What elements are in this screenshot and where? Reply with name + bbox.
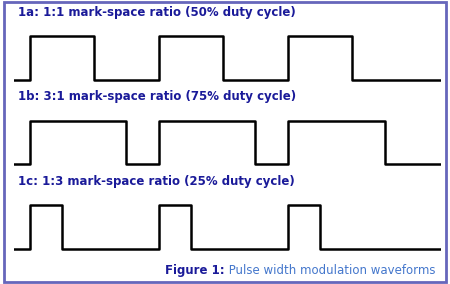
Text: Pulse width modulation waveforms: Pulse width modulation waveforms [225, 264, 436, 277]
Text: Figure 1:: Figure 1: [166, 264, 225, 277]
Text: 1b: 3:1 mark-space ratio (75% duty cycle): 1b: 3:1 mark-space ratio (75% duty cycle… [18, 90, 296, 103]
Text: 1a: 1:1 mark-space ratio (50% duty cycle): 1a: 1:1 mark-space ratio (50% duty cycle… [18, 6, 296, 19]
Text: 1c: 1:3 mark-space ratio (25% duty cycle): 1c: 1:3 mark-space ratio (25% duty cycle… [18, 175, 294, 188]
